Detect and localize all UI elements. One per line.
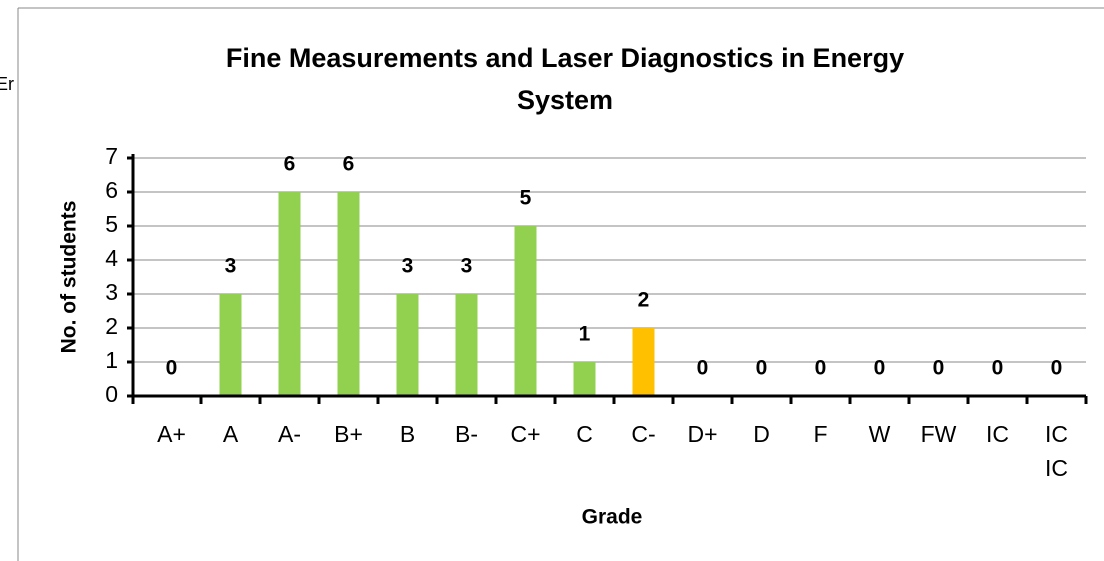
x-tick-label: B+ <box>334 421 363 447</box>
data-label: 2 <box>638 289 650 312</box>
y-tick-label: 3 <box>105 279 118 305</box>
data-label: 0 <box>756 357 768 380</box>
bar <box>337 192 360 396</box>
bar <box>396 294 419 396</box>
data-label: 6 <box>343 153 355 176</box>
x-tick-label: A+ <box>157 421 186 447</box>
y-tick-label: 2 <box>105 313 118 339</box>
y-tick-label: 5 <box>105 211 118 237</box>
y-tick-label: 6 <box>105 177 118 203</box>
x-tick-label: C <box>576 421 593 447</box>
x-tick-label: B- <box>455 421 478 447</box>
y-tick-label: 7 <box>105 143 118 169</box>
y-tick-label: 1 <box>105 347 118 373</box>
y-tick-label: 4 <box>105 245 118 271</box>
data-label: 0 <box>1051 357 1063 380</box>
data-label: 0 <box>933 357 945 380</box>
x-tick-label: W <box>869 421 891 447</box>
data-label: 0 <box>992 357 1004 380</box>
chart-title: Fine Measurements and Laser Diagnostics … <box>226 43 904 115</box>
data-label: 5 <box>520 187 532 210</box>
x-axis-label: Grade <box>582 506 643 529</box>
x-tick-label: C- <box>631 421 655 447</box>
y-tick-label: 0 <box>105 381 118 407</box>
annotation: Er <box>0 74 14 94</box>
bar <box>219 294 242 396</box>
x-tick-label: A- <box>278 421 301 447</box>
x-tick-label: B <box>400 421 415 447</box>
y-axis-label: No. of students <box>58 201 81 354</box>
x-tick-label: A <box>223 421 239 447</box>
x-tick-label: IC IC <box>1045 421 1068 481</box>
x-tick-label: F <box>813 421 827 447</box>
x-tick-label: D+ <box>687 421 717 447</box>
bar <box>455 294 478 396</box>
x-tick-label: IC <box>986 421 1009 447</box>
data-label: 6 <box>284 153 296 176</box>
data-label: 0 <box>874 357 886 380</box>
x-tick-label: C+ <box>510 421 540 447</box>
bar <box>514 226 537 396</box>
x-tick-label: D <box>753 421 770 447</box>
x-tick-label: FW <box>921 421 957 447</box>
data-label: 3 <box>225 255 237 278</box>
bar <box>632 328 655 396</box>
data-label: 3 <box>402 255 414 278</box>
bar <box>278 192 301 396</box>
data-label: 3 <box>461 255 473 278</box>
bar <box>573 362 596 396</box>
data-label: 0 <box>697 357 709 380</box>
data-label: 0 <box>815 357 827 380</box>
data-label: 1 <box>579 323 591 346</box>
data-label: 0 <box>166 357 178 380</box>
